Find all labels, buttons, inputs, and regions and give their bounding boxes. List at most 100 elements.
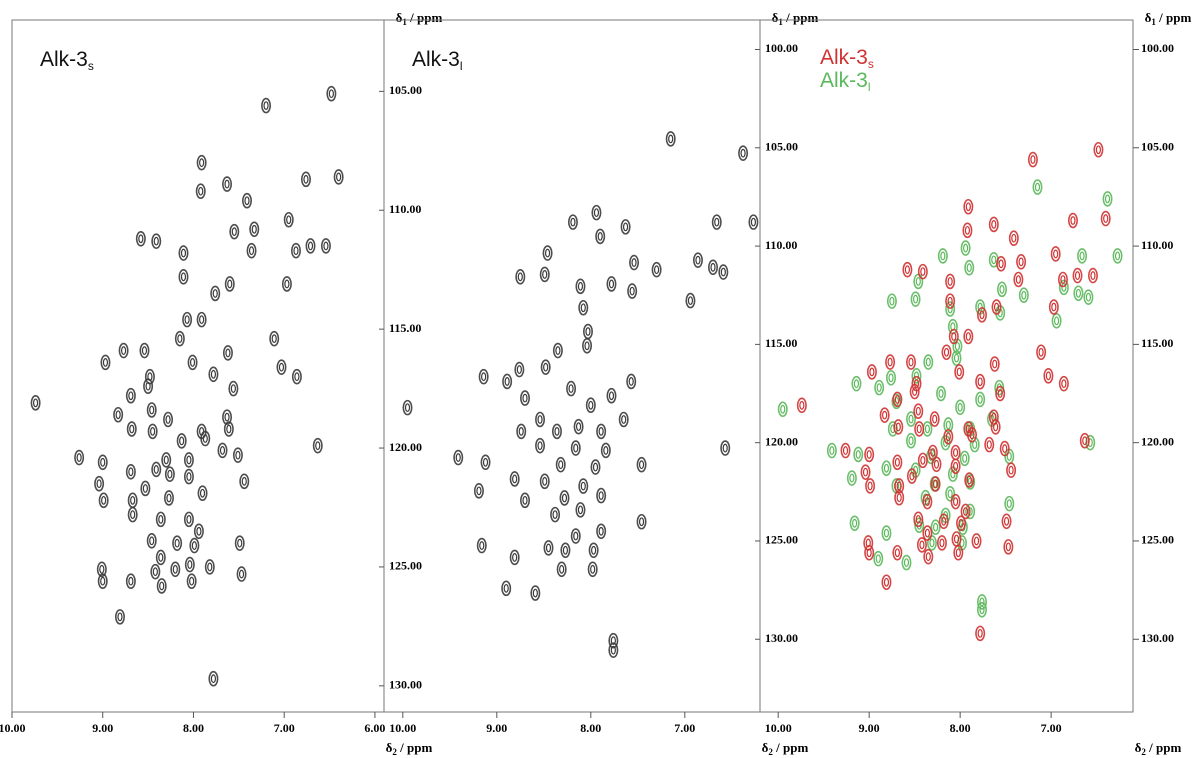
- peak-core: [512, 474, 518, 484]
- peak: [509, 471, 520, 487]
- peak-core: [888, 373, 894, 383]
- peak: [197, 485, 208, 502]
- peak: [629, 254, 640, 271]
- peak-core: [887, 357, 893, 367]
- peak: [283, 211, 294, 228]
- peak-core: [913, 371, 920, 381]
- peak: [887, 421, 898, 437]
- peak-core: [100, 457, 106, 467]
- peak-core: [1103, 214, 1109, 223]
- peak-core: [943, 347, 950, 357]
- y-tick-label: 110.00: [1141, 238, 1173, 252]
- peak-core: [1082, 436, 1088, 446]
- axis-label-symbol: δ: [386, 740, 393, 755]
- axis-label-unit: / ppm: [407, 10, 443, 25]
- peak-core: [932, 414, 938, 424]
- peak-core: [999, 284, 1005, 294]
- peak-core: [244, 196, 250, 206]
- peak: [1085, 434, 1096, 451]
- peak: [575, 278, 586, 295]
- peak: [174, 330, 185, 347]
- peak: [969, 436, 980, 453]
- peak-core: [100, 576, 106, 586]
- peak: [894, 478, 905, 494]
- peak: [125, 387, 136, 404]
- peak: [143, 378, 154, 395]
- peak-core: [198, 186, 204, 196]
- peak: [176, 433, 187, 449]
- peak: [902, 261, 913, 278]
- peak-core: [150, 426, 156, 436]
- y-tick-label: 105.00: [1141, 140, 1174, 154]
- peak-core: [199, 488, 206, 498]
- axis-label-unit: / ppm: [397, 740, 433, 755]
- peak: [960, 503, 971, 520]
- peak-core: [225, 348, 231, 358]
- peak-core: [895, 422, 901, 432]
- peak-core: [1070, 216, 1076, 225]
- peak: [975, 625, 986, 642]
- peak: [1100, 210, 1111, 227]
- peak-core: [573, 531, 579, 541]
- peak: [976, 307, 987, 323]
- peak-core: [479, 541, 485, 550]
- peak-core: [940, 251, 946, 261]
- peak-core: [545, 543, 552, 553]
- peak-core: [829, 446, 835, 455]
- peak-core: [593, 208, 600, 218]
- peak-core: [598, 526, 604, 536]
- peak-core: [184, 315, 190, 325]
- peak: [692, 252, 703, 268]
- peak-core: [323, 241, 329, 251]
- peak-core: [896, 481, 902, 491]
- peak-core: [120, 346, 127, 355]
- peak-core: [867, 481, 873, 491]
- x-tick-label: 8.00: [580, 721, 601, 735]
- peak-core: [580, 481, 586, 491]
- peak-core: [278, 362, 285, 372]
- peak: [551, 423, 562, 440]
- peak: [246, 242, 257, 259]
- peak-core: [924, 528, 930, 538]
- peak-core: [947, 489, 953, 499]
- panel-label: Alk-3l: [412, 48, 463, 73]
- peak-core: [930, 448, 936, 457]
- peak-core: [130, 495, 136, 505]
- peak: [608, 632, 619, 649]
- peak: [575, 502, 586, 518]
- peak: [573, 418, 584, 435]
- peak: [140, 480, 151, 497]
- peak-core: [235, 450, 241, 460]
- peak-core: [695, 255, 701, 265]
- peak: [999, 440, 1010, 457]
- peak: [1057, 271, 1068, 288]
- peak: [608, 642, 619, 658]
- peak-core: [186, 455, 192, 465]
- peak-core: [1011, 233, 1017, 243]
- peak-core: [945, 432, 951, 442]
- peak: [826, 442, 837, 459]
- peak: [600, 442, 611, 459]
- peak-core: [953, 534, 960, 544]
- peak-core: [862, 467, 869, 477]
- peak: [559, 490, 570, 506]
- peak: [217, 442, 228, 459]
- peak-core: [894, 395, 900, 404]
- peak-core: [1038, 347, 1044, 357]
- peak: [196, 311, 207, 328]
- peak-core: [993, 302, 1000, 312]
- peak: [971, 533, 982, 549]
- panel-label-base: Alk-3: [40, 48, 88, 71]
- plot-frame: [383, 19, 761, 713]
- peak-core: [869, 367, 875, 377]
- peak: [476, 537, 487, 554]
- peak-core: [799, 400, 805, 410]
- peak: [951, 350, 962, 366]
- peak-core: [522, 495, 528, 505]
- peak: [1083, 289, 1094, 305]
- peak-core: [889, 296, 895, 306]
- peak: [948, 328, 959, 345]
- peak-core: [141, 346, 148, 355]
- peak-core: [714, 217, 720, 227]
